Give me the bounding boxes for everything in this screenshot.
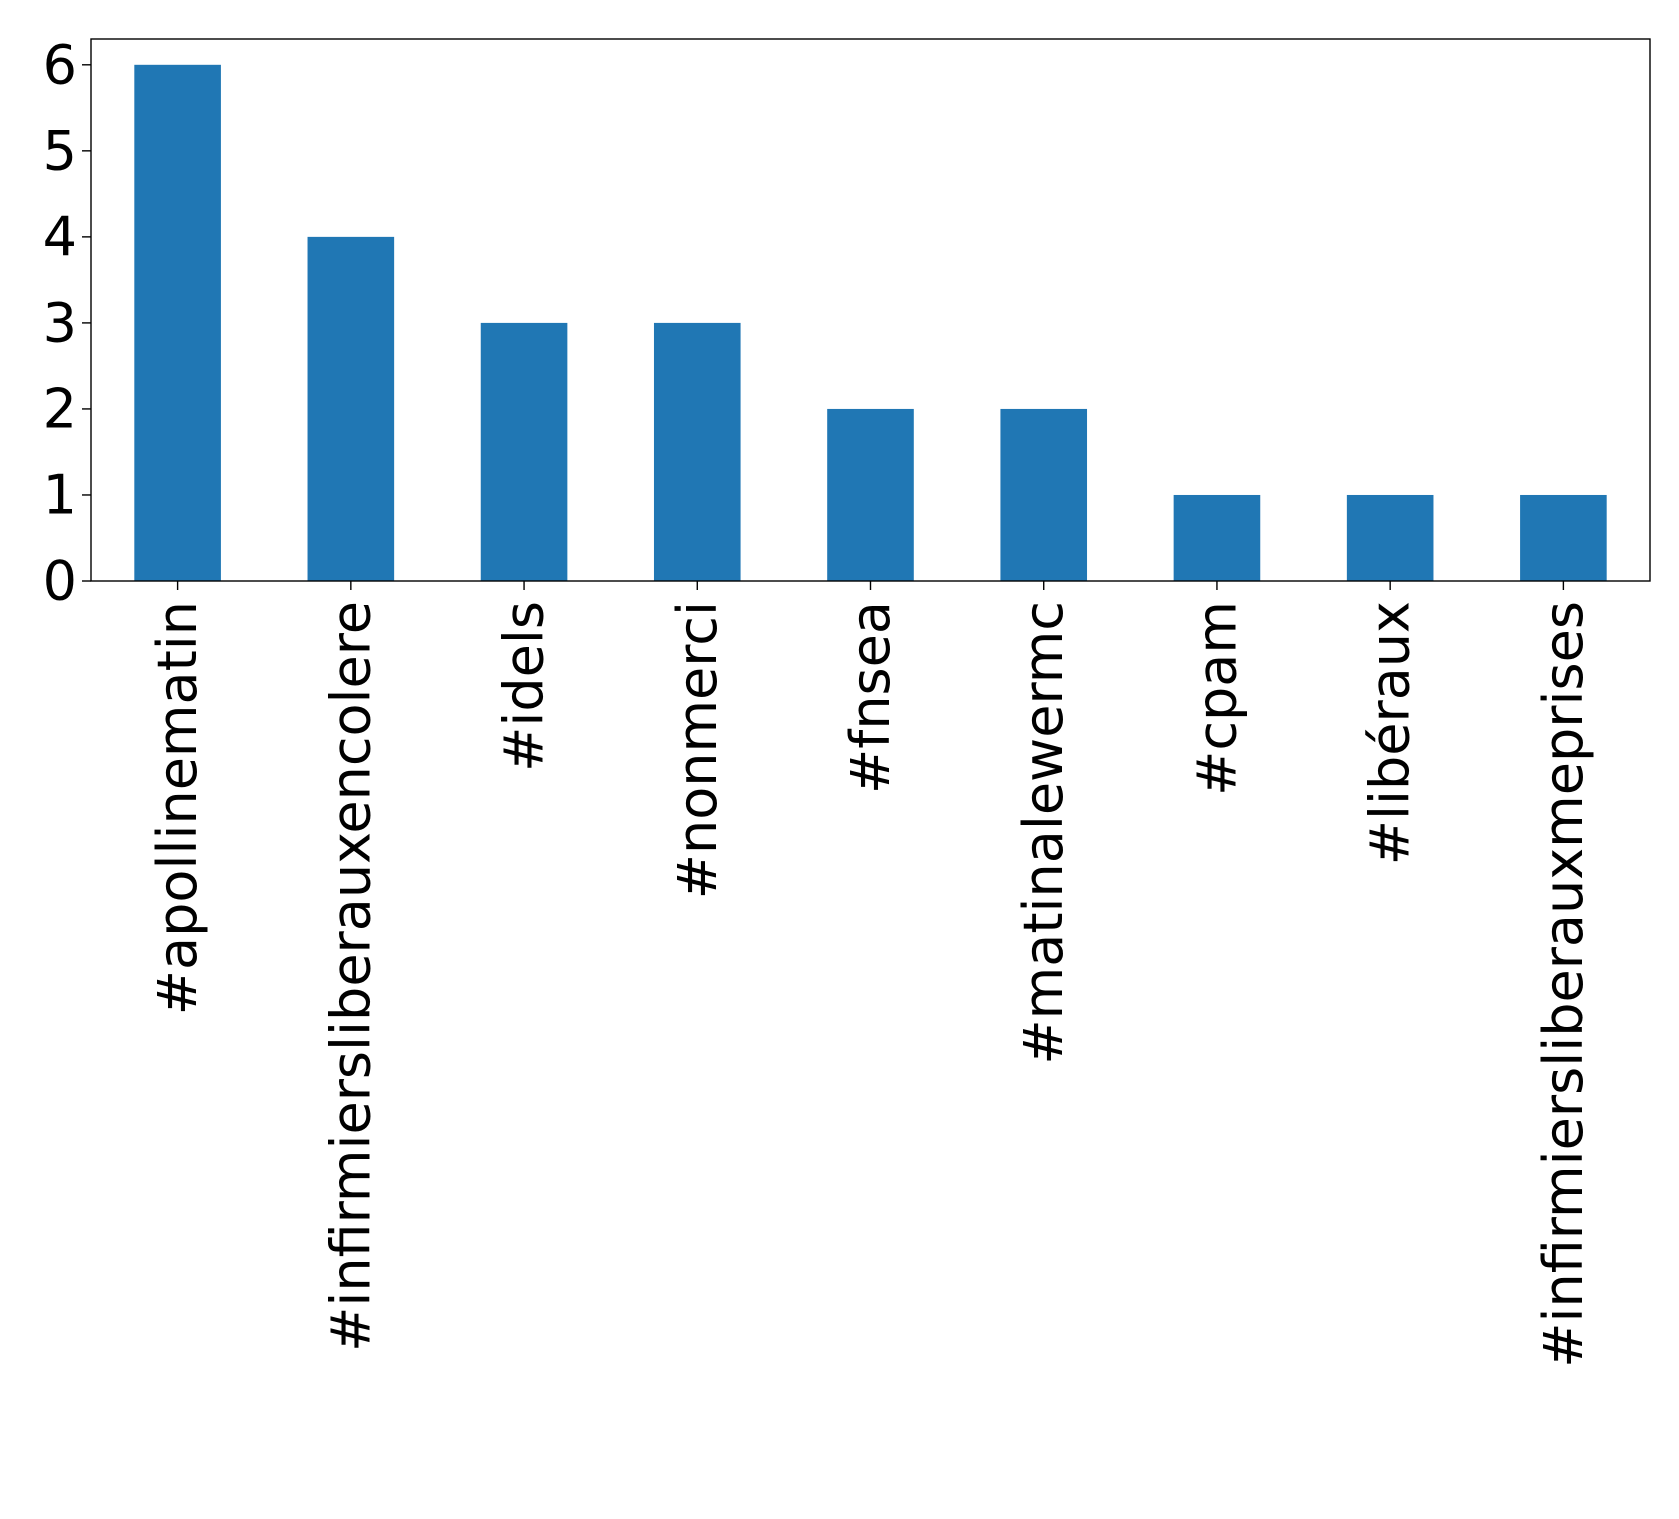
x-tick-label: #idels <box>493 601 556 772</box>
x-tick-label: #cpam <box>1185 601 1248 796</box>
bar <box>653 322 741 581</box>
y-tick-label: 5 <box>43 119 77 182</box>
bar <box>1346 494 1434 581</box>
x-tick-label: #libéraux <box>1359 601 1422 865</box>
x-tick-label: #fnsea <box>839 601 902 794</box>
bar <box>1000 408 1088 581</box>
x-tick-label: #nonmerci <box>666 601 729 899</box>
y-axis: 0 1 2 3 4 5 6 <box>43 33 91 613</box>
bar <box>827 408 914 581</box>
x-tick-label: #matinalewermc <box>1012 601 1075 1065</box>
y-tick-label: 2 <box>43 377 77 440</box>
x-tick-label: #infirmiersliberauxmeprises <box>1532 601 1595 1368</box>
y-tick-label: 0 <box>43 550 77 613</box>
y-tick-label: 6 <box>43 33 77 96</box>
x-axis: #apollinematin #infirmiersliberauxencoler… <box>146 581 1595 1368</box>
bar <box>480 322 568 581</box>
x-tick-label: #apollinematin <box>146 601 209 1015</box>
x-tick-label: #infirmiersliberauxencolere <box>319 601 382 1352</box>
y-tick-label: 1 <box>43 463 77 526</box>
bar <box>1173 494 1261 581</box>
bar <box>1520 494 1607 581</box>
bar <box>134 64 221 581</box>
y-tick-label: 4 <box>43 205 77 268</box>
bar <box>307 236 395 581</box>
y-tick-label: 3 <box>43 291 77 354</box>
bars-layer <box>134 64 1607 581</box>
